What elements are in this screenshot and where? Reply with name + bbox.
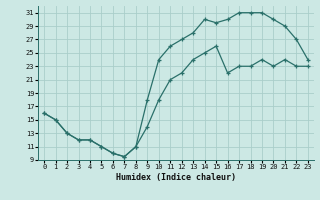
X-axis label: Humidex (Indice chaleur): Humidex (Indice chaleur)	[116, 173, 236, 182]
